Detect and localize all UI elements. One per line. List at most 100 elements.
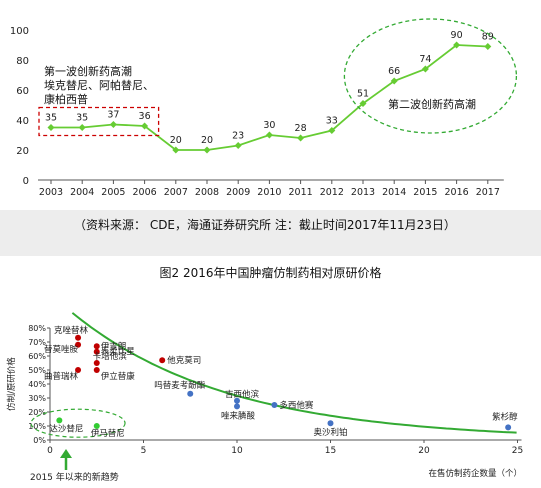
data-point <box>390 77 398 85</box>
x-tick-label: 25 <box>512 446 523 456</box>
wave1-drugs-line: 康柏西普 <box>44 92 88 106</box>
wave2-title: 第二波创新药高潮 <box>388 97 476 111</box>
y-tick-label: 60% <box>28 352 46 361</box>
data-point <box>328 127 336 134</box>
x-tick-label: 2003 <box>39 187 63 198</box>
data-point <box>172 146 180 154</box>
data-point <box>109 121 117 128</box>
new-trend-label: 2015 年以来的新趋势 <box>30 471 119 483</box>
scatter-point <box>93 360 100 366</box>
y-tick-label: 10% <box>28 422 46 431</box>
point-label: 克唑替林 <box>54 325 89 336</box>
wave2-ellipse <box>343 18 518 134</box>
x-tick-label: 2006 <box>133 187 157 198</box>
y-axis-title: 仿制/原研价格 <box>6 357 17 411</box>
x-tick-label: 2016 <box>445 187 469 198</box>
new-trend-ellipse <box>30 408 126 438</box>
data-label: 89 <box>482 32 494 43</box>
y-tick-label: 60 <box>16 86 29 97</box>
price-scatter-chart-panel: 0% 10% 20% 30% 40% 50% 60% 70% 80% 0 5 10 15 20 25 在售仿制… <box>0 292 541 484</box>
scatter-point <box>75 334 82 341</box>
y-tick-label: 80% <box>28 324 46 333</box>
scatter-point <box>327 420 334 427</box>
x-tick-label: 2012 <box>320 187 344 198</box>
point-label: 曲普瑞林 <box>44 371 79 382</box>
data-label: 20 <box>170 135 182 146</box>
scatter-point <box>93 343 100 350</box>
data-point <box>265 131 273 139</box>
y-tick-label: 20 <box>16 146 29 157</box>
figure2-title: 图2 2016年中国肿瘤仿制药相对原研价格 <box>159 266 382 280</box>
point-label: 他克莫司 <box>167 355 201 366</box>
data-label: 36 <box>139 111 151 122</box>
wave-line-chart: 0 20 40 60 80 100 2003 2004 2005 2006 2007 2008 2009… <box>10 18 518 198</box>
scatter-point <box>56 417 63 424</box>
data-point <box>234 142 242 149</box>
x-tick-label: 2008 <box>195 187 219 198</box>
scatter-point <box>93 348 100 355</box>
y-tick-label: 0 <box>23 176 29 187</box>
data-point <box>297 134 305 142</box>
y-tick-label: 30% <box>28 394 46 403</box>
data-label: 51 <box>357 89 369 100</box>
scatter-point <box>234 397 240 404</box>
x-tick-label: 2015 <box>413 187 437 198</box>
scatter-point <box>93 423 100 429</box>
x-tick-label: 15 <box>325 446 336 456</box>
data-label: 37 <box>107 110 119 121</box>
y-tick-label: 40 <box>16 116 29 127</box>
x-tick-label: 2011 <box>289 187 313 198</box>
data-label: 35 <box>45 113 57 124</box>
y-tick-label: 70% <box>28 338 46 347</box>
x-tick-label: 2017 <box>476 187 500 198</box>
data-label: 20 <box>201 135 213 146</box>
wave1-box <box>38 106 160 137</box>
caption-band <box>0 210 541 256</box>
data-point <box>359 100 367 107</box>
x-tick-label: 0 <box>47 446 53 456</box>
point-label: 伊立替康 <box>101 371 136 382</box>
scatter-point <box>75 367 82 373</box>
x-tick-label: 20 <box>418 446 430 456</box>
point-label: 达沙替尼 <box>49 423 83 434</box>
scatter-point <box>234 403 240 410</box>
data-point <box>453 41 461 49</box>
point-label: 吗替麦考酚酯 <box>154 380 206 391</box>
point-label: 吉西他滨 <box>225 389 260 400</box>
x-tick-label: 2010 <box>257 187 281 198</box>
data-label: 30 <box>263 120 275 131</box>
x-tick-label: 2013 <box>351 187 375 198</box>
point-label: 替莫唑胺 <box>44 344 79 355</box>
point-label: 伊马替尼 <box>91 428 125 439</box>
point-label: 卡培他滨 <box>93 351 128 362</box>
point-label: 奥沙利铂 <box>314 427 348 438</box>
point-label: 唑来膦酸 <box>221 410 256 421</box>
x-tick-label: 10 <box>231 446 243 456</box>
data-label: 66 <box>388 66 400 77</box>
data-label: 74 <box>419 54 431 65</box>
x-tick-label: 2004 <box>70 187 94 198</box>
x-tick-label: 2014 <box>382 187 406 198</box>
point-label: 伊吉朗 <box>101 341 127 352</box>
point-label: 紫杉醇 <box>492 411 518 422</box>
trend-curve <box>71 312 517 434</box>
data-point <box>421 65 429 73</box>
new-trend-arrow-head <box>60 449 72 458</box>
y-tick-label: 80 <box>16 56 29 67</box>
data-label: 33 <box>326 116 338 127</box>
y-tick-label: 0% <box>33 436 46 445</box>
source-note: （资料来源： CDE，海通证券研究所 注：截止时间2017年11月23日） <box>74 218 456 232</box>
point-label: 多西他赛 <box>279 400 314 411</box>
scatter-point <box>93 367 100 373</box>
wave1-drugs-line: 埃克替尼、阿帕替尼、 <box>44 78 154 92</box>
price-scatter-chart: 0% 10% 20% 30% 40% 50% 60% 70% 80% 0 5 10 15 20 25 在售仿制… <box>6 312 523 483</box>
data-label: 28 <box>295 123 307 134</box>
data-point <box>203 146 211 154</box>
wave1-title: 第一波创新药高潮 <box>44 64 132 78</box>
y-tick-label: 20% <box>28 408 46 417</box>
point-label: 表柔比星 <box>101 346 135 357</box>
wave-line-chart-panel: 0 20 40 60 80 100 2003 2004 2005 2006 2007 2008 2009… <box>0 0 541 210</box>
x-tick-label: 2005 <box>101 187 125 198</box>
x-tick-label: 2009 <box>226 187 250 198</box>
y-tick-label: 40% <box>28 380 46 389</box>
